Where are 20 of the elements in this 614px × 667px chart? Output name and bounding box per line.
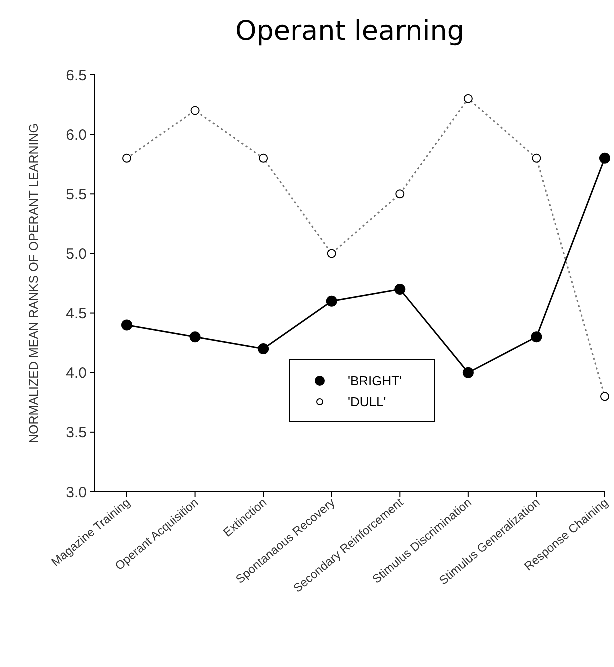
legend-label: 'BRIGHT' <box>348 374 402 389</box>
y-tick-label: 3.0 <box>66 484 87 502</box>
y-tick-label: 6.5 <box>66 67 87 84</box>
y-tick-label: 4.5 <box>66 306 87 323</box>
point <box>122 320 132 331</box>
y-axis-title: NORMALIZED MEAN RANKS OF OPERANT LEARNING <box>27 124 41 444</box>
y-tick-label: 4.0 <box>66 365 87 382</box>
legend-label: 'DULL' <box>348 394 386 410</box>
point <box>394 284 406 295</box>
point <box>462 367 474 378</box>
y-tick-label: 3.5 <box>66 424 87 442</box>
point <box>600 152 610 164</box>
chart-title: Operant learning <box>235 16 465 47</box>
y-tick-label: 5.5 <box>66 186 87 204</box>
point <box>531 332 542 343</box>
y-tick-label: 5.0 <box>66 246 87 263</box>
point <box>258 344 270 355</box>
point <box>326 296 338 307</box>
y-tick-label: 6.0 <box>66 126 87 144</box>
point <box>190 332 201 343</box>
